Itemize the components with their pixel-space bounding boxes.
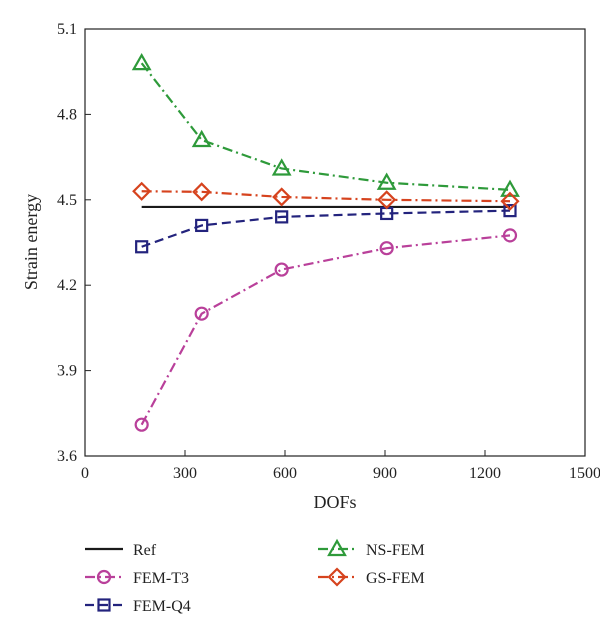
data-point [275,210,289,224]
legend-item-gs-fem: GS-FEM [318,567,425,587]
legend-item-fem-t3: FEM-T3 [85,569,189,587]
legend-item-ns-fem: NS-FEM [318,538,425,559]
series-line [141,190,511,203]
y-tick-label: 3.9 [57,363,77,380]
data-point [191,129,212,148]
data-point [274,262,289,277]
series-line [141,209,511,248]
x-tick-label: 0 [81,465,89,482]
x-tick-label: 600 [273,465,297,482]
legend-label: GS-FEM [366,570,425,587]
y-tick-label: 4.8 [57,106,77,123]
legend-item-fem-q4: FEM-Q4 [85,598,191,615]
plot-frame [84,28,586,457]
legend-marker [327,538,347,557]
legend-label: NS-FEM [366,542,425,559]
legend-marker [96,569,112,585]
legend-label: FEM-T3 [133,570,189,587]
series-fem-q4 [135,204,517,254]
y-tick-label: 3.6 [57,448,77,465]
data-point [194,306,209,321]
series-gs-fem [132,181,520,211]
data-point [379,241,394,256]
y-tick-label: 4.2 [57,277,77,294]
y-axis: 3.6 3.9 4.2 4.5 4.8 5.1 [57,21,91,465]
data-point [135,240,149,254]
data-point [500,191,520,211]
data-point [134,417,149,432]
x-tick-label: 1500 [569,465,600,482]
data-point [271,158,292,176]
data-point [503,204,517,218]
series-layer [131,52,520,432]
series-line [140,62,511,191]
series-ns-fem [131,52,520,197]
series-line [140,234,511,426]
legend-marker [97,598,111,612]
data-point [195,218,209,233]
x-tick-label: 900 [373,465,397,482]
y-tick-label: 5.1 [57,21,77,38]
x-tick-label: 1200 [469,465,501,482]
legend-item-ref: Ref [85,542,157,559]
y-axis-title: Strain energy [21,194,41,290]
data-point [132,181,152,201]
data-point [377,190,397,210]
legend-label: Ref [133,542,157,559]
x-tick-label: 300 [173,465,197,482]
series-fem-t3 [134,228,518,432]
data-point [376,172,397,190]
x-axis-title: DOFs [313,492,356,512]
data-point [502,228,518,243]
data-point [272,187,292,207]
legend-marker [327,567,347,587]
legend-label: FEM-Q4 [133,598,191,615]
x-axis: 0 300 600 900 1200 1500 [81,450,600,482]
data-point [192,182,212,202]
data-point [500,179,520,197]
y-tick-label: 4.5 [57,192,77,209]
legend: Ref FEM-T3 FEM-Q4 NS-FEM GS-FEM [85,538,425,615]
data-point [131,52,152,71]
